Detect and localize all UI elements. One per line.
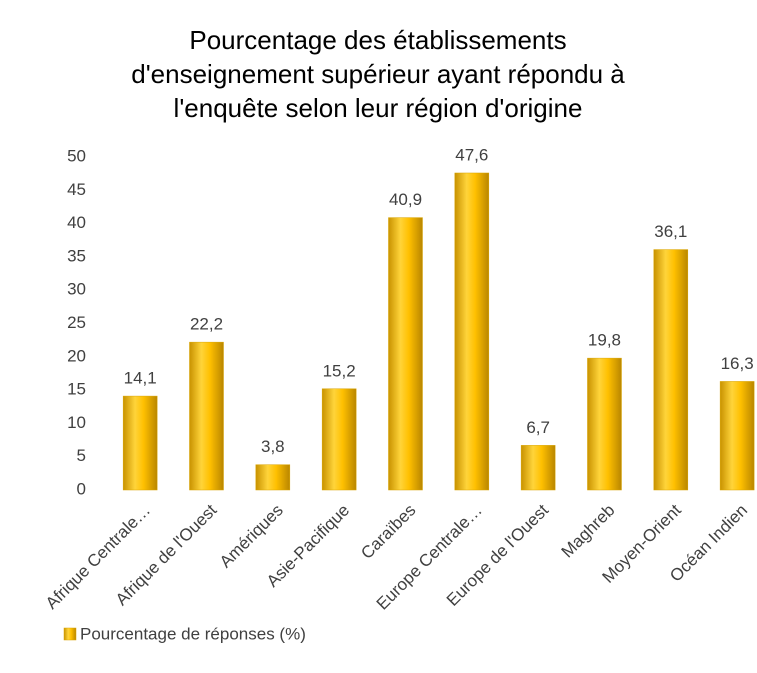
- x-tick-label: Caraïbes: [357, 501, 419, 563]
- bar: [587, 357, 622, 491]
- value-label: 6,7: [526, 418, 550, 437]
- y-tick-label: 5: [77, 446, 86, 465]
- y-tick-label: 25: [67, 313, 86, 332]
- bar: [719, 381, 755, 491]
- x-tick-label: Maghreb: [558, 501, 619, 562]
- y-tick-label: 15: [67, 380, 86, 399]
- y-tick-label: 35: [67, 246, 86, 265]
- bar: [520, 445, 556, 491]
- value-label: 36,1: [654, 222, 687, 241]
- legend-label: Pourcentage de réponses (%): [80, 624, 306, 643]
- value-label: 14,1: [124, 369, 157, 388]
- bar: [321, 388, 357, 491]
- y-tick-label: 40: [67, 213, 86, 232]
- bar: [454, 172, 490, 491]
- y-tick-label: 20: [67, 346, 86, 365]
- value-label: 3,8: [261, 437, 285, 456]
- value-label: 19,8: [588, 331, 621, 350]
- y-tick-label: 0: [77, 479, 86, 498]
- value-label: 40,9: [389, 190, 422, 209]
- chart-title: d'enseignement supérieur ayant répondu à: [131, 59, 625, 89]
- bar: [255, 464, 291, 491]
- y-tick-label: 30: [67, 280, 86, 299]
- bar: [653, 249, 689, 491]
- value-label: 15,2: [323, 361, 356, 380]
- value-label: 16,3: [721, 354, 754, 373]
- legend-swatch: [63, 627, 77, 641]
- x-tick-label: Amériques: [216, 501, 287, 572]
- value-label: 47,6: [455, 145, 488, 164]
- value-label: 22,2: [190, 315, 223, 334]
- y-tick-label: 50: [67, 146, 86, 165]
- y-tick-label: 10: [67, 413, 86, 432]
- y-tick-label: 45: [67, 180, 86, 199]
- chart-title: l'enquête selon leur région d'origine: [174, 93, 583, 123]
- chart-title: Pourcentage des établissements: [189, 25, 566, 55]
- bar: [388, 217, 423, 491]
- bar: [189, 341, 224, 491]
- bar: [122, 395, 158, 491]
